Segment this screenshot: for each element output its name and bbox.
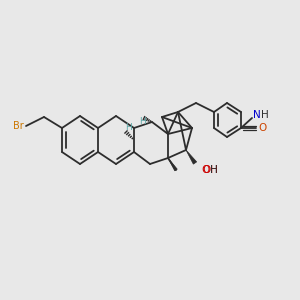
Text: O: O (258, 123, 266, 133)
Text: OH: OH (202, 165, 218, 175)
Polygon shape (186, 150, 196, 164)
Text: N: N (253, 110, 261, 120)
Polygon shape (168, 158, 177, 171)
Text: O: O (201, 165, 209, 175)
Text: H: H (139, 118, 145, 127)
Text: H: H (124, 124, 131, 133)
Text: H: H (261, 110, 269, 120)
Text: Br: Br (13, 121, 23, 131)
Text: H: H (210, 165, 218, 175)
